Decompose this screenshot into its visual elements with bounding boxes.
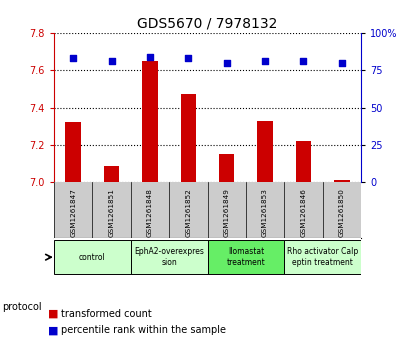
Bar xyxy=(284,240,361,274)
Bar xyxy=(54,240,131,274)
Text: protocol: protocol xyxy=(2,302,42,312)
Text: GSM1261849: GSM1261849 xyxy=(224,188,229,237)
Text: ■: ■ xyxy=(48,309,58,319)
Bar xyxy=(257,121,273,182)
Text: EphA2-overexpres
sion: EphA2-overexpres sion xyxy=(134,248,204,267)
Bar xyxy=(296,141,311,182)
Bar xyxy=(131,240,208,274)
Point xyxy=(262,58,269,64)
Point xyxy=(339,60,345,65)
Title: GDS5670 / 7978132: GDS5670 / 7978132 xyxy=(137,16,278,30)
Point xyxy=(223,60,230,65)
Text: GSM1261846: GSM1261846 xyxy=(300,188,306,237)
Bar xyxy=(142,61,158,182)
Text: GSM1261851: GSM1261851 xyxy=(109,188,115,237)
Point xyxy=(70,55,76,61)
Bar xyxy=(104,166,119,182)
Text: transformed count: transformed count xyxy=(61,309,152,319)
Bar xyxy=(66,122,81,182)
Bar xyxy=(219,154,234,182)
Text: GSM1261848: GSM1261848 xyxy=(147,188,153,237)
Point xyxy=(146,54,153,60)
Bar xyxy=(208,240,284,274)
Bar xyxy=(181,94,196,182)
Bar xyxy=(334,180,349,182)
Text: GSM1261852: GSM1261852 xyxy=(186,188,191,237)
Text: ■: ■ xyxy=(48,325,58,335)
Text: GSM1261850: GSM1261850 xyxy=(339,188,345,237)
Point xyxy=(300,58,307,64)
Text: GSM1261853: GSM1261853 xyxy=(262,188,268,237)
Text: GSM1261847: GSM1261847 xyxy=(70,188,76,237)
Point xyxy=(185,55,192,61)
Text: Ilomastat
treatment: Ilomastat treatment xyxy=(227,248,265,267)
Text: percentile rank within the sample: percentile rank within the sample xyxy=(61,325,227,335)
Text: control: control xyxy=(79,253,106,262)
Point xyxy=(108,58,115,64)
Text: Rho activator Calp
eptin treatment: Rho activator Calp eptin treatment xyxy=(287,248,358,267)
